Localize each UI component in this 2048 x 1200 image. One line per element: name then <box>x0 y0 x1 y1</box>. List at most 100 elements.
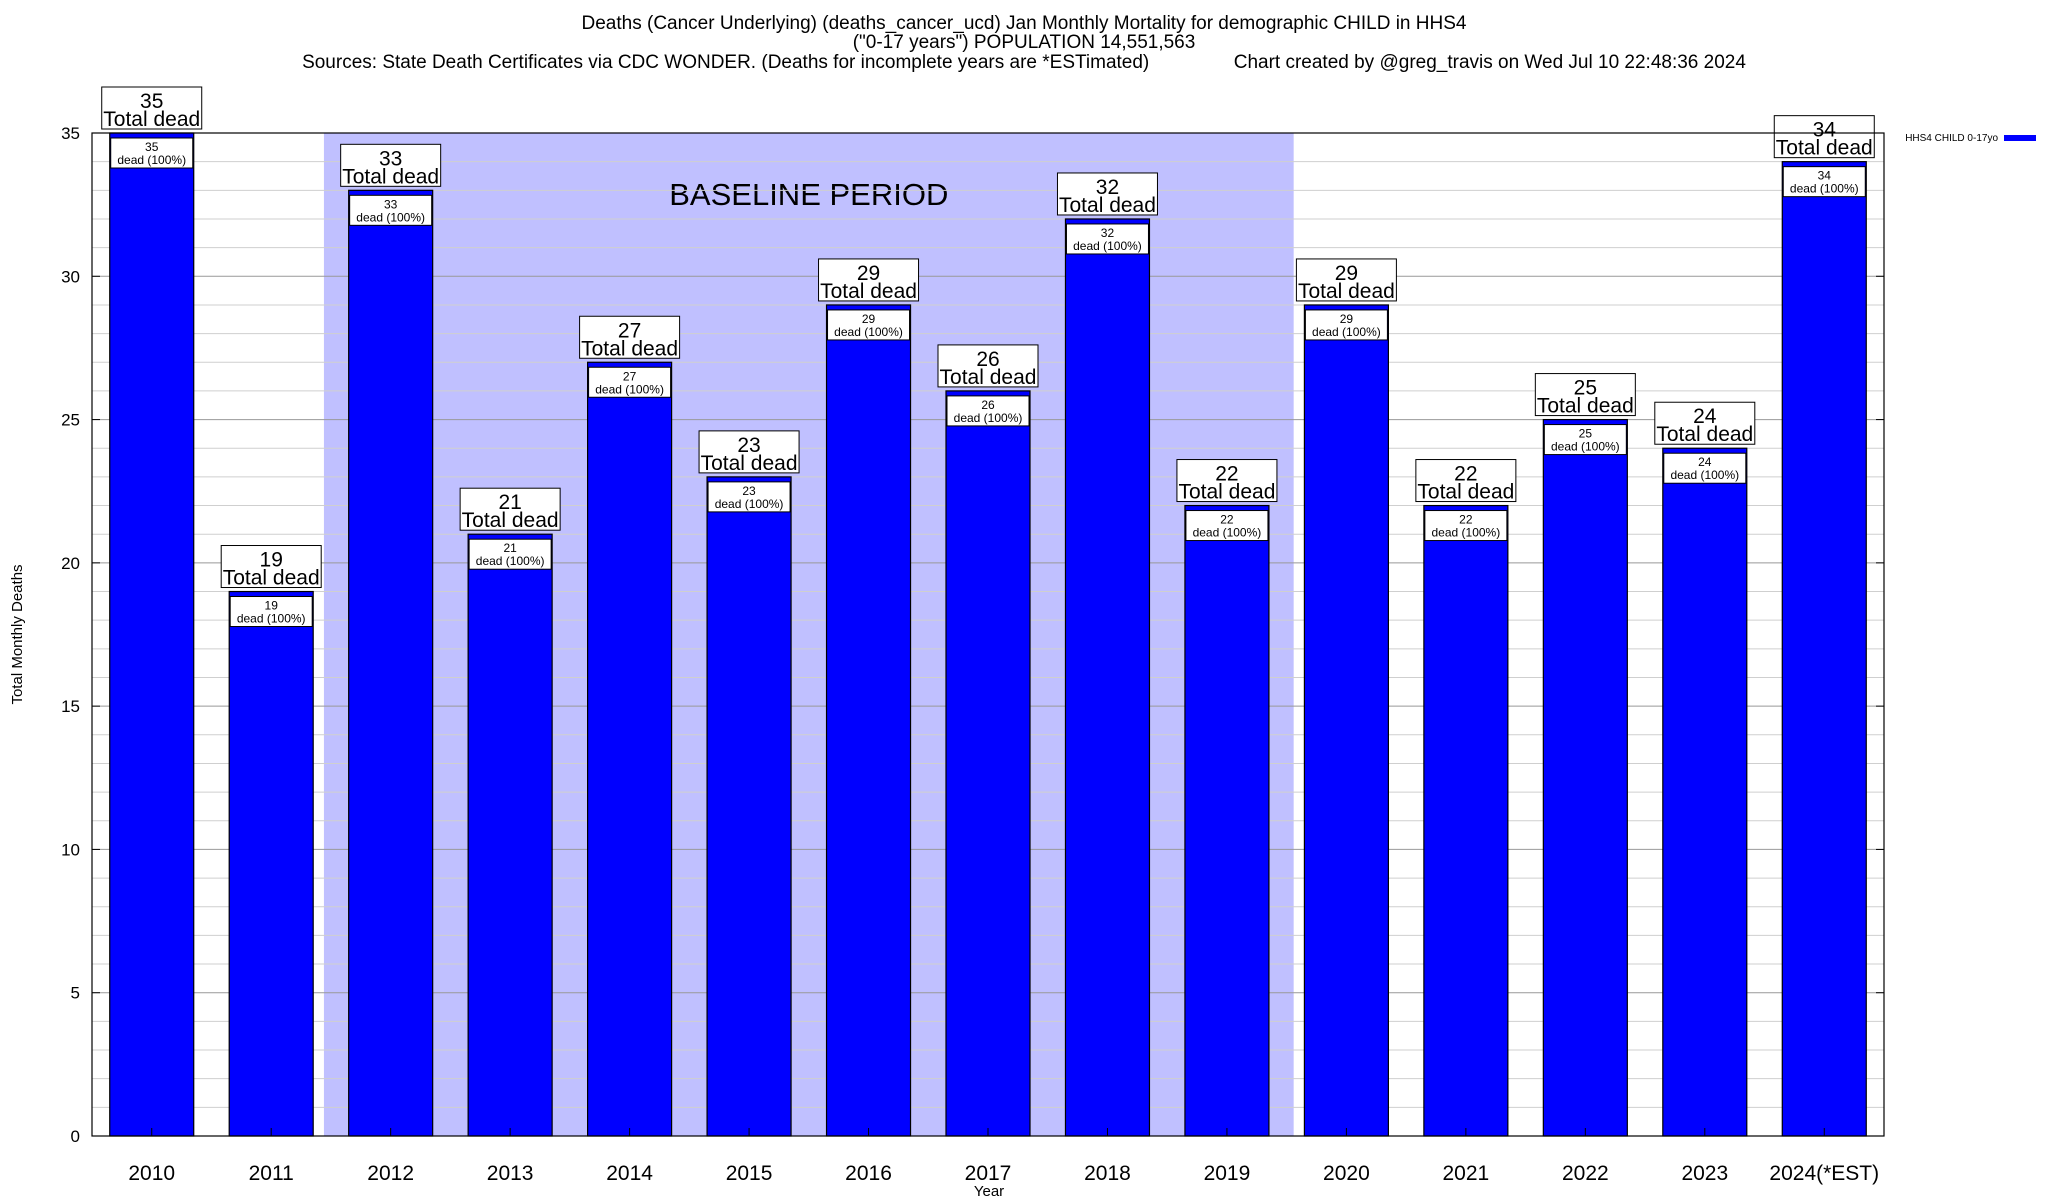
inner-label-box <box>827 309 911 341</box>
inner-percent-label: dead (100%) <box>237 612 306 626</box>
y-axis-label: Total Monthly Deaths <box>9 564 26 704</box>
total-label-box <box>220 545 322 589</box>
inner-label-box <box>1663 452 1747 484</box>
inner-value-label: 25 <box>1579 427 1593 441</box>
inner-value-label: 22 <box>1459 513 1473 527</box>
inner-percent-label: dead (100%) <box>1670 468 1739 482</box>
inner-percent-label: dead (100%) <box>954 411 1023 425</box>
x-tick-label: 2010 <box>128 1162 175 1185</box>
bar <box>706 476 792 1137</box>
inner-value-label: 22 <box>1220 513 1234 527</box>
bar <box>467 533 553 1137</box>
plot-frame <box>91 132 1885 1137</box>
total-label-box <box>340 143 442 187</box>
x-tick-label: 2015 <box>726 1162 773 1185</box>
bar <box>348 189 434 1137</box>
total-value-label: 29 <box>857 262 880 285</box>
bar <box>1662 447 1748 1137</box>
inner-label-box <box>1424 510 1508 542</box>
inner-label-box <box>1065 223 1149 255</box>
x-tick-label: 2017 <box>965 1162 1012 1185</box>
total-dead-label: Total dead <box>1656 423 1753 446</box>
inner-value-label: 29 <box>1340 312 1354 326</box>
x-tick-label: 2016 <box>845 1162 892 1185</box>
inner-value-label: 35 <box>145 140 159 154</box>
x-tick-label: 2022 <box>1562 1162 1609 1185</box>
inner-percent-label: dead (100%) <box>117 153 186 167</box>
bar <box>1423 504 1509 1137</box>
total-value-label: 29 <box>1335 262 1358 285</box>
inner-label-box <box>1185 510 1269 542</box>
chart-source-line: Sources: State Death Certificates via CD… <box>302 52 1746 73</box>
y-tick-label: 25 <box>61 411 80 430</box>
inner-value-label: 32 <box>1101 226 1115 240</box>
total-label-box <box>1295 258 1397 302</box>
bar <box>1303 304 1390 1137</box>
y-tick-label: 10 <box>61 840 80 859</box>
x-axis-label: Year <box>974 1183 1004 1200</box>
y-tick-label: 30 <box>61 267 80 286</box>
total-dead-label: Total dead <box>820 280 917 303</box>
y-tick-label: 15 <box>61 697 80 716</box>
y-tick-label: 0 <box>71 1127 80 1146</box>
total-dead-label: Total dead <box>1298 280 1395 303</box>
total-value-label: 23 <box>737 434 760 457</box>
total-dead-label: Total dead <box>581 337 678 360</box>
chart-title: Deaths (Cancer Underlying) (deaths_cance… <box>581 13 1467 34</box>
x-tick-label: 2013 <box>487 1162 534 1185</box>
inner-value-label: 26 <box>981 398 995 412</box>
total-label-box <box>1654 401 1756 445</box>
total-value-label: 19 <box>260 549 283 572</box>
inner-value-label: 34 <box>1818 169 1832 183</box>
x-tick-label: 2018 <box>1084 1162 1131 1185</box>
x-tick-label: 2012 <box>367 1162 414 1185</box>
bar <box>109 132 195 1137</box>
total-dead-label: Total dead <box>342 165 439 188</box>
total-label-box <box>459 487 561 531</box>
total-value-label: 24 <box>1693 405 1717 428</box>
total-label-box <box>937 344 1039 388</box>
bar <box>1542 418 1628 1137</box>
inner-label-box <box>1304 309 1388 341</box>
total-dead-label: Total dead <box>223 567 320 590</box>
total-label-box <box>579 315 681 359</box>
total-dead-label: Total dead <box>462 509 559 532</box>
inner-label-box <box>468 538 552 570</box>
total-value-label: 26 <box>976 348 999 371</box>
inner-value-label: 33 <box>384 197 398 211</box>
inner-percent-label: dead (100%) <box>1790 182 1859 196</box>
y-tick-label: 5 <box>71 984 80 1003</box>
total-label-box <box>1773 115 1875 159</box>
total-dead-label: Total dead <box>1059 194 1156 217</box>
total-label-box <box>1176 459 1278 503</box>
total-value-label: 22 <box>1215 463 1238 486</box>
bar <box>228 590 314 1137</box>
inner-percent-label: dead (100%) <box>1193 526 1262 540</box>
bar <box>1064 218 1151 1137</box>
baseline-label: BASELINE PERIOD <box>669 177 948 212</box>
total-label-box <box>1534 373 1636 417</box>
inner-percent-label: dead (100%) <box>1432 526 1501 540</box>
inner-percent-label: dead (100%) <box>1312 325 1381 339</box>
bar <box>586 361 673 1137</box>
x-tick-label: 2019 <box>1204 1162 1251 1185</box>
inner-label-box <box>1543 424 1627 456</box>
total-value-label: 25 <box>1574 377 1597 400</box>
inner-label-box <box>707 481 791 513</box>
total-dead-label: Total dead <box>701 452 798 475</box>
total-dead-label: Total dead <box>1178 481 1275 504</box>
inner-value-label: 24 <box>1698 455 1712 469</box>
inner-value-label: 23 <box>742 484 756 498</box>
total-value-label: 35 <box>140 90 163 113</box>
x-tick-label: 2011 <box>249 1162 294 1185</box>
inner-percent-label: dead (100%) <box>834 325 903 339</box>
inner-percent-label: dead (100%) <box>595 382 664 396</box>
total-dead-label: Total dead <box>940 366 1037 389</box>
inner-label-box <box>946 395 1030 427</box>
total-value-label: 27 <box>618 319 641 342</box>
inner-label-box <box>1782 166 1866 198</box>
inner-percent-label: dead (100%) <box>1551 440 1620 454</box>
x-tick-label: 2014 <box>606 1162 653 1185</box>
legend-label: HHS4 CHILD 0-17yo <box>1905 133 1998 144</box>
